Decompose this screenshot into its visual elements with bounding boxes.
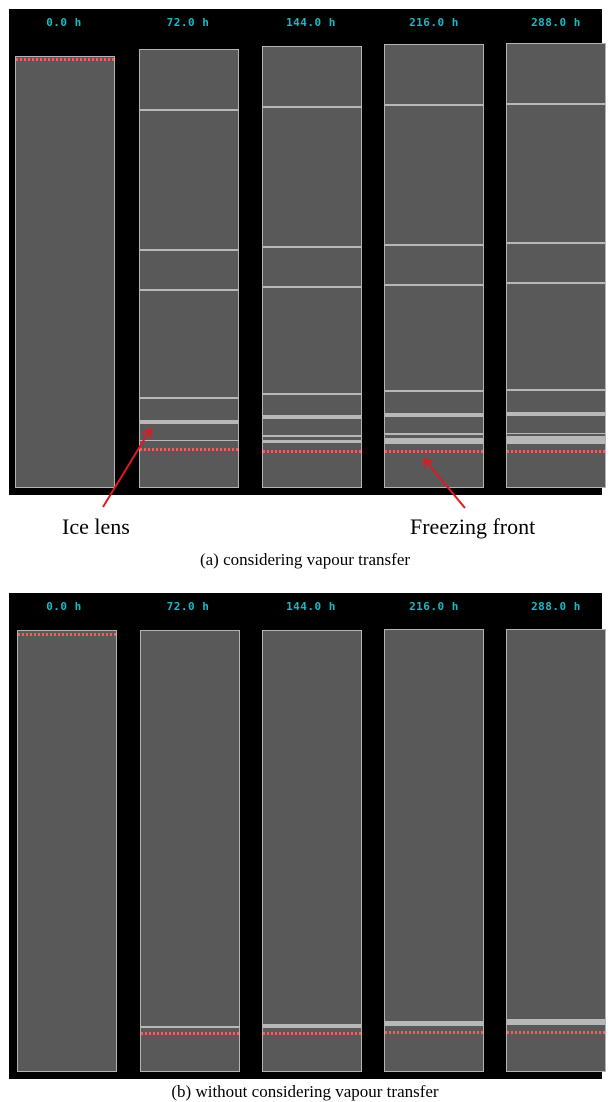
ice-lens <box>263 393 361 395</box>
ice-lens <box>507 412 605 416</box>
panel-a-vapour-transfer: 0.0 h 72.0 h 144.0 h 216.0 h 288.0 h <box>9 9 606 495</box>
soil-column-216h <box>384 44 484 488</box>
freezing-front <box>18 633 116 636</box>
ice-lens <box>140 440 238 441</box>
ice-lens <box>385 390 483 392</box>
ice-lens <box>385 1021 483 1026</box>
ice-lens <box>385 104 483 106</box>
ice-lens <box>507 389 605 391</box>
soil-column-72h <box>140 630 240 1072</box>
ice-lens <box>385 284 483 286</box>
time-label: 288.0 h <box>531 16 581 29</box>
ice-lens <box>263 1024 361 1028</box>
time-label: 144.0 h <box>286 16 336 29</box>
time-label: 144.0 h <box>286 600 336 613</box>
caption-b: (b) without considering vapour transfer <box>171 1082 439 1101</box>
arrow-freezing-front <box>425 460 466 509</box>
arrow-ice-lens <box>102 430 150 508</box>
soil-column-0h <box>17 630 117 1072</box>
soil-column-72h <box>139 49 239 488</box>
ice-lens <box>140 420 238 424</box>
caption-a: (a) considering vapour transfer <box>199 550 411 569</box>
ice-lens <box>263 286 361 288</box>
time-label: 0.0 h <box>46 600 82 613</box>
time-label: 72.0 h <box>166 600 210 613</box>
ice-lens <box>385 244 483 246</box>
time-label: 288.0 h <box>531 600 581 613</box>
ice-lens <box>140 109 238 111</box>
soil-column-288h <box>506 629 606 1072</box>
ice-lens <box>507 436 605 444</box>
ice-lens <box>507 433 605 434</box>
freezing-front <box>141 1032 239 1035</box>
soil-column-288h <box>506 43 606 488</box>
ice-lens <box>263 415 361 419</box>
ice-lens <box>141 1026 239 1028</box>
ice-lens <box>263 246 361 248</box>
ice-lens <box>385 438 483 444</box>
freezing-front <box>140 448 238 451</box>
annotation-ice-lens: Ice lens <box>62 514 130 539</box>
ice-lens <box>385 413 483 417</box>
ice-lens <box>507 282 605 284</box>
panel-b-no-vapour-transfer: 0.0 h 72.0 h 144.0 h 216.0 h 288.0 h <box>9 593 606 1079</box>
freezing-front <box>263 1032 361 1035</box>
ice-lens <box>140 289 238 291</box>
ice-lens <box>140 397 238 399</box>
freezing-front <box>507 450 605 453</box>
soil-column-216h <box>384 629 484 1072</box>
ice-lens <box>507 1019 605 1025</box>
time-label: 0.0 h <box>46 16 82 29</box>
soil-column-144h <box>262 46 362 488</box>
time-label: 216.0 h <box>409 600 459 613</box>
time-label: 72.0 h <box>166 16 210 29</box>
ice-lens <box>507 103 605 105</box>
freezing-front <box>16 58 114 61</box>
ice-lens <box>385 433 483 435</box>
ice-lens <box>263 435 361 437</box>
soil-column-0h <box>15 56 115 488</box>
ice-lens <box>263 440 361 443</box>
annotation-freezing-front: Freezing front <box>410 514 536 539</box>
freezing-front <box>507 1031 605 1034</box>
freezing-front <box>385 450 483 453</box>
ice-lens <box>140 249 238 251</box>
ice-lens <box>263 106 361 108</box>
freezing-front <box>263 450 361 453</box>
soil-column-144h <box>262 630 362 1072</box>
ice-lens <box>507 242 605 244</box>
freezing-front <box>385 1031 483 1034</box>
time-label: 216.0 h <box>409 16 459 29</box>
